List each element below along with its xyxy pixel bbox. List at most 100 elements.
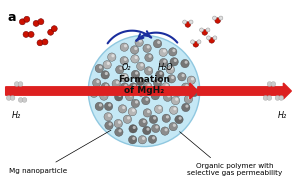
Circle shape — [165, 84, 169, 87]
Circle shape — [173, 124, 176, 127]
Circle shape — [103, 61, 111, 69]
Circle shape — [194, 90, 197, 93]
Circle shape — [135, 38, 143, 47]
Circle shape — [131, 55, 139, 63]
Circle shape — [162, 114, 170, 122]
Circle shape — [14, 82, 19, 86]
Circle shape — [159, 48, 167, 56]
Circle shape — [185, 84, 188, 87]
Circle shape — [128, 108, 136, 116]
Circle shape — [191, 77, 194, 80]
Circle shape — [193, 41, 199, 47]
Circle shape — [153, 116, 156, 120]
Circle shape — [142, 137, 145, 140]
Circle shape — [94, 90, 97, 94]
Circle shape — [51, 26, 57, 32]
Circle shape — [131, 99, 140, 108]
Circle shape — [167, 94, 170, 98]
Circle shape — [170, 67, 173, 70]
Circle shape — [169, 48, 177, 56]
Circle shape — [171, 96, 180, 105]
Circle shape — [147, 110, 150, 113]
Circle shape — [139, 39, 142, 43]
Circle shape — [219, 16, 223, 20]
Circle shape — [154, 105, 163, 113]
Circle shape — [164, 128, 168, 131]
Circle shape — [48, 29, 54, 35]
Circle shape — [167, 75, 176, 83]
Circle shape — [151, 92, 159, 100]
Circle shape — [95, 102, 103, 111]
Circle shape — [101, 83, 110, 91]
Circle shape — [28, 31, 34, 37]
Circle shape — [132, 109, 135, 112]
Circle shape — [92, 79, 101, 87]
Circle shape — [125, 92, 134, 101]
Circle shape — [136, 62, 145, 70]
Circle shape — [212, 16, 217, 20]
Circle shape — [174, 59, 177, 62]
Circle shape — [23, 31, 29, 37]
Circle shape — [112, 80, 120, 88]
Circle shape — [267, 82, 272, 86]
Circle shape — [175, 115, 183, 124]
Circle shape — [108, 53, 116, 61]
Circle shape — [124, 58, 127, 61]
Circle shape — [138, 136, 147, 144]
Circle shape — [124, 44, 127, 48]
Circle shape — [142, 96, 150, 105]
Circle shape — [188, 96, 191, 100]
Circle shape — [175, 98, 178, 101]
Text: H₂: H₂ — [12, 111, 21, 120]
Circle shape — [159, 58, 168, 67]
Circle shape — [169, 122, 177, 131]
Circle shape — [190, 88, 199, 97]
Text: H₂O: H₂O — [158, 63, 174, 72]
Circle shape — [279, 96, 284, 100]
Circle shape — [137, 88, 145, 96]
Circle shape — [156, 70, 164, 79]
Circle shape — [147, 84, 151, 87]
Circle shape — [99, 104, 102, 107]
Circle shape — [134, 47, 137, 50]
Circle shape — [105, 84, 108, 87]
Circle shape — [169, 106, 178, 114]
Circle shape — [148, 55, 152, 58]
Circle shape — [111, 54, 115, 57]
Circle shape — [163, 49, 166, 53]
Circle shape — [133, 126, 136, 129]
Circle shape — [120, 83, 129, 91]
Circle shape — [140, 79, 143, 82]
Circle shape — [128, 136, 137, 144]
Circle shape — [163, 60, 166, 63]
Circle shape — [129, 125, 137, 133]
Circle shape — [213, 36, 217, 40]
Circle shape — [109, 122, 112, 126]
Circle shape — [119, 67, 122, 70]
Circle shape — [155, 126, 158, 129]
Circle shape — [141, 89, 144, 92]
Circle shape — [182, 83, 190, 91]
Circle shape — [185, 104, 188, 108]
Circle shape — [178, 89, 181, 92]
Circle shape — [20, 19, 26, 25]
Circle shape — [144, 67, 153, 75]
Circle shape — [124, 84, 127, 87]
Circle shape — [140, 63, 143, 67]
Circle shape — [130, 46, 139, 54]
Circle shape — [107, 62, 110, 65]
Circle shape — [143, 44, 151, 52]
Circle shape — [142, 120, 146, 123]
Circle shape — [166, 115, 169, 118]
Circle shape — [157, 80, 160, 83]
Circle shape — [127, 116, 130, 120]
Circle shape — [152, 136, 155, 140]
Circle shape — [104, 102, 113, 110]
Circle shape — [120, 73, 128, 82]
Circle shape — [148, 135, 157, 143]
Circle shape — [118, 105, 127, 113]
Circle shape — [139, 119, 147, 127]
Circle shape — [108, 103, 111, 107]
Circle shape — [135, 100, 138, 104]
Circle shape — [115, 128, 123, 136]
